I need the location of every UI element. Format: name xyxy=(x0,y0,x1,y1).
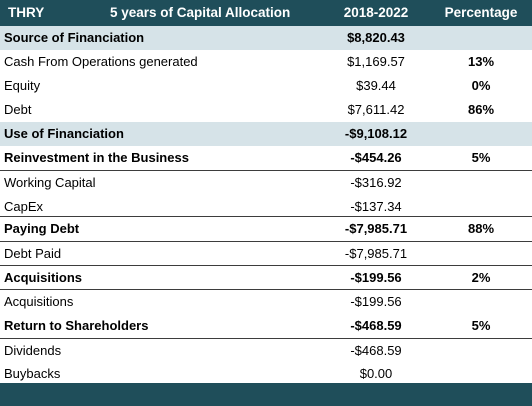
row-percentage xyxy=(430,26,532,50)
row-label: Paying Debt xyxy=(4,221,80,236)
table-row: Debt $7,611.42 86% xyxy=(0,98,532,122)
row-value: -$199.56 xyxy=(350,294,402,309)
row-percentage: 5% xyxy=(471,318,491,333)
row-label: Reinvestment in the Business xyxy=(4,150,189,165)
row-label: Acquisitions xyxy=(4,270,83,285)
row-label: Buybacks xyxy=(4,366,61,381)
row-percentage xyxy=(430,339,532,363)
row-label: Working Capital xyxy=(4,175,96,190)
table-row: Working Capital -$316.92 xyxy=(0,171,532,195)
row-label: Debt xyxy=(4,102,32,117)
table-row: Debt Paid -$7,985.71 xyxy=(0,242,532,266)
table-header: THRY 5 years of Capital Allocation 2018-… xyxy=(0,0,532,26)
table-row: Cash From Operations generated $1,169.57… xyxy=(0,50,532,74)
row-label: Equity xyxy=(4,78,41,93)
table-title: 5 years of Capital Allocation xyxy=(110,5,291,20)
table-row: Equity $39.44 0% xyxy=(0,74,532,98)
row-value: -$9,108.12 xyxy=(344,126,408,141)
section-row-source: Source of Financiation $8,820.43 xyxy=(0,26,532,50)
row-value: -$137.34 xyxy=(350,199,402,214)
row-value: $39.44 xyxy=(356,78,396,93)
row-value: -$7,985.71 xyxy=(344,246,408,261)
row-label: Dividends xyxy=(4,343,62,358)
row-value: $1,169.57 xyxy=(347,54,405,69)
row-label: Source of Financiation xyxy=(4,30,145,45)
row-percentage: 88% xyxy=(467,221,495,236)
row-percentage: 2% xyxy=(471,270,491,285)
row-value: $8,820.43 xyxy=(347,30,405,45)
subsection-row-paying-debt: Paying Debt -$7,985.71 88% xyxy=(0,217,532,242)
ticker-label: THRY xyxy=(8,5,45,20)
row-value: -$454.26 xyxy=(350,150,402,165)
table-row: Dividends -$468.59 xyxy=(0,339,532,363)
row-value: -$7,985.71 xyxy=(344,221,408,236)
row-percentage xyxy=(430,122,532,146)
row-percentage: 0% xyxy=(471,78,491,93)
row-value: -$316.92 xyxy=(350,175,402,190)
row-percentage: 5% xyxy=(471,150,491,165)
table-row: CapEx -$137.34 xyxy=(0,195,532,217)
table-footer xyxy=(0,383,532,406)
row-value: -$468.59 xyxy=(350,343,402,358)
subsection-row-return: Return to Shareholders -$468.59 5% xyxy=(0,314,532,339)
row-label: Return to Shareholders xyxy=(4,318,149,333)
percentage-header: Percentage xyxy=(444,5,518,20)
row-percentage: 13% xyxy=(467,54,495,69)
row-percentage: 86% xyxy=(467,102,495,117)
period-header: 2018-2022 xyxy=(343,5,409,20)
row-value: $7,611.42 xyxy=(347,102,405,117)
subsection-row-acquisitions: Acquisitions -$199.56 2% xyxy=(0,266,532,290)
table-row: Buybacks $0.00 xyxy=(0,362,532,383)
row-value: -$199.56 xyxy=(350,270,402,285)
row-label: Acquisitions xyxy=(4,294,74,309)
row-percentage xyxy=(430,171,532,195)
row-percentage xyxy=(430,195,532,219)
row-value: $0.00 xyxy=(359,366,393,381)
row-label: Cash From Operations generated xyxy=(4,54,198,69)
row-label: CapEx xyxy=(4,199,44,214)
table-row: Acquisitions -$199.56 xyxy=(0,290,532,314)
row-value: -$468.59 xyxy=(350,318,402,333)
row-percentage xyxy=(430,290,532,314)
row-percentage xyxy=(430,242,532,266)
row-label: Debt Paid xyxy=(4,246,62,261)
row-label: Use of Financiation xyxy=(4,126,124,141)
subsection-row-reinvestment: Reinvestment in the Business -$454.26 5% xyxy=(0,146,532,171)
section-row-use: Use of Financiation -$9,108.12 xyxy=(0,122,532,146)
